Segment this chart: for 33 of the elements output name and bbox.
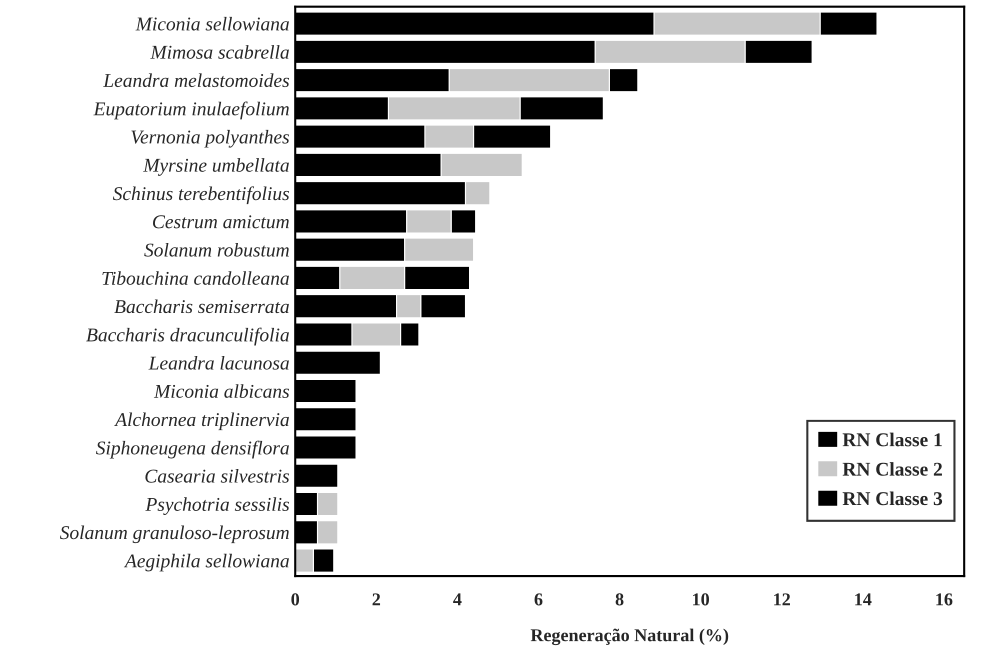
- y-tick-label: Baccharis dracunculifolia: [86, 328, 289, 346]
- x-tick-label: 14: [855, 593, 872, 606]
- legend-label: RN Classe 1: [842, 432, 942, 446]
- y-tick-label: Alchornea triplinervia: [114, 412, 289, 430]
- x-tick-label: 4: [453, 593, 462, 606]
- y-tick-label: Miconia albicans: [154, 384, 290, 398]
- legend-label: RN Classe 3: [842, 492, 942, 506]
- y-tick-label: Schinus terebentifolius: [112, 186, 290, 204]
- x-axis-title: Regeneração Natural (%): [530, 628, 728, 646]
- y-tick-label: Tibouchina candolleana: [102, 271, 289, 285]
- y-tick-label: Psychotria sessilis: [145, 497, 290, 515]
- y-tick-label: Myrsine umbellata: [143, 158, 289, 176]
- x-tick-label: 6: [534, 593, 542, 606]
- y-tick-label: Solanum robustum: [144, 242, 289, 257]
- x-tick-label: 12: [774, 593, 790, 606]
- y-tick-label: Cestrum amictum: [153, 215, 289, 228]
- x-tick-label: 8: [616, 593, 624, 606]
- x-tick-label: 16: [936, 593, 952, 606]
- x-tick-label: 10: [693, 593, 709, 606]
- y-tick-label: Casearia silvestris: [145, 469, 290, 483]
- y-tick-label: Siphoneugena densiflora: [96, 440, 289, 458]
- y-tick-label: Miconia sellowiana: [136, 16, 289, 31]
- y-tick-label: Mimosa scabrella: [150, 45, 289, 59]
- y-tick-label: Leandra melastomoides: [103, 73, 290, 88]
- y-tick-label: Vernonia polyanthes: [131, 130, 290, 148]
- y-tick-label: Eupatorium inulaefolium: [93, 102, 289, 120]
- y-tick-label: Leandra lacunosa: [148, 356, 289, 370]
- legend-label: RN Classe 2: [842, 462, 942, 476]
- x-tick-label: 0: [291, 593, 300, 606]
- x-tick-label: 2: [372, 593, 380, 606]
- y-tick-label: Solanum granuloso-leprosum: [60, 526, 289, 544]
- y-tick-label: Baccharis semiserrata: [114, 299, 289, 314]
- y-tick-label: Aegiphila sellowiana: [124, 554, 289, 572]
